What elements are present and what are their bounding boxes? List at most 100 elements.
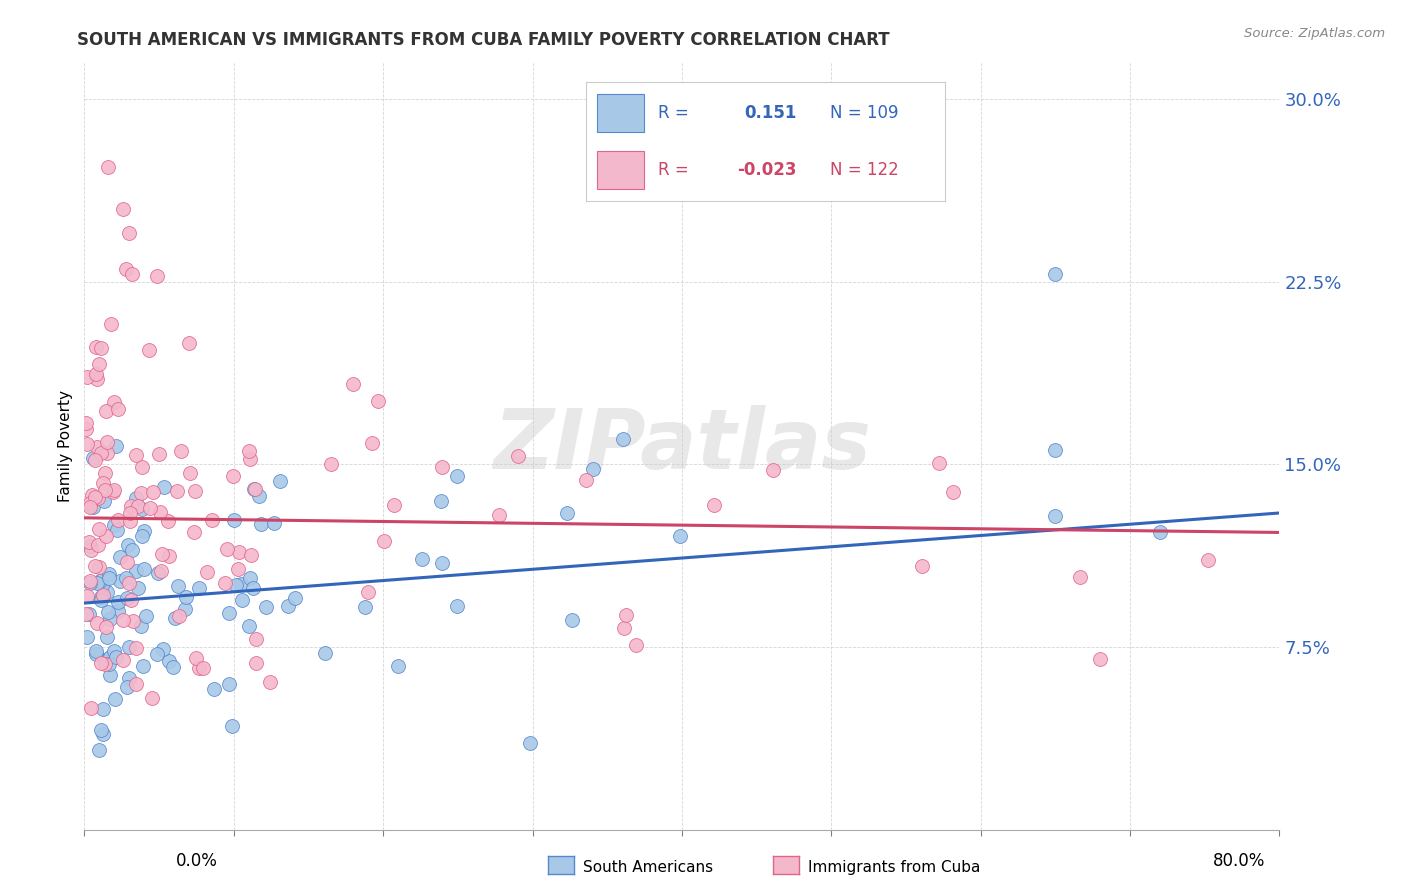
Point	[86, 575, 108, 590]
Point	[626, 638, 648, 652]
Point	[243, 482, 266, 496]
Point	[132, 562, 155, 576]
Point	[1045, 442, 1067, 457]
Point	[263, 516, 285, 530]
Point	[103, 484, 125, 499]
Point	[90, 656, 112, 670]
Point	[284, 591, 307, 605]
Point	[250, 517, 273, 532]
Point	[79, 576, 101, 591]
Point	[75, 422, 97, 436]
Point	[614, 607, 637, 622]
Point	[120, 506, 142, 520]
Point	[131, 619, 153, 633]
Point	[145, 647, 167, 661]
Point	[84, 367, 107, 381]
Point	[80, 488, 103, 502]
Point	[115, 680, 138, 694]
Point	[911, 558, 934, 573]
Point	[103, 517, 125, 532]
Point	[166, 483, 188, 498]
Point	[430, 460, 453, 475]
Point	[131, 459, 153, 474]
Point	[114, 571, 136, 585]
Point	[105, 523, 128, 537]
Point	[166, 578, 188, 592]
Point	[157, 514, 180, 528]
Point	[259, 675, 281, 690]
Point	[239, 548, 262, 562]
Text: Source: ZipAtlas.com: Source: ZipAtlas.com	[1244, 27, 1385, 40]
Point	[96, 620, 118, 634]
Text: Immigrants from Cuba: Immigrants from Cuba	[808, 860, 981, 874]
Point	[98, 667, 121, 681]
Point	[224, 513, 246, 527]
Point	[89, 743, 111, 757]
Point	[98, 651, 121, 665]
Point	[96, 584, 118, 599]
Point	[575, 473, 598, 487]
Point	[118, 576, 141, 591]
Point	[84, 647, 107, 661]
Point	[115, 591, 138, 606]
Point	[87, 358, 110, 372]
Point	[150, 565, 173, 579]
Point	[125, 677, 148, 691]
Point	[157, 654, 180, 668]
Text: SOUTH AMERICAN VS IMMIGRANTS FROM CUBA FAMILY POVERTY CORRELATION CHART: SOUTH AMERICAN VS IMMIGRANTS FROM CUBA F…	[77, 31, 890, 49]
Point	[231, 592, 253, 607]
Point	[1045, 508, 1067, 523]
Point	[77, 607, 100, 622]
Point	[75, 416, 97, 430]
Point	[122, 614, 145, 628]
Point	[79, 500, 101, 515]
Point	[76, 630, 98, 644]
Point	[222, 469, 245, 483]
Point	[217, 541, 239, 556]
Text: 80.0%: 80.0%	[1213, 852, 1265, 870]
Point	[225, 577, 247, 591]
Point	[90, 590, 112, 604]
Point	[187, 581, 209, 595]
Point	[1088, 652, 1111, 666]
Point	[202, 682, 225, 697]
Point	[103, 395, 125, 409]
Point	[191, 661, 214, 675]
Point	[96, 404, 118, 418]
Point	[488, 508, 510, 523]
Point	[238, 619, 260, 633]
Point	[411, 552, 433, 566]
Point	[387, 659, 409, 673]
Point	[138, 343, 160, 357]
Point	[153, 480, 176, 494]
Point	[228, 545, 250, 559]
Point	[86, 615, 108, 630]
Point	[91, 727, 114, 741]
Point	[104, 691, 127, 706]
Point	[89, 522, 111, 536]
Point	[430, 493, 453, 508]
Point	[120, 499, 142, 513]
Point	[79, 574, 101, 588]
Point	[382, 498, 405, 512]
Point	[107, 604, 129, 618]
Point	[269, 475, 291, 489]
Point	[107, 513, 129, 527]
Point	[93, 588, 115, 602]
Point	[94, 529, 117, 543]
Point	[76, 437, 98, 451]
Point	[367, 393, 389, 408]
Point	[120, 593, 142, 607]
Point	[90, 577, 112, 591]
Point	[218, 606, 240, 620]
Point	[163, 611, 186, 625]
Point	[239, 452, 262, 467]
Point	[84, 644, 107, 658]
Point	[87, 559, 110, 574]
Point	[131, 501, 153, 516]
Point	[80, 543, 103, 558]
Point	[121, 268, 143, 282]
Point	[187, 660, 209, 674]
Point	[1149, 524, 1171, 539]
Point	[446, 599, 468, 614]
